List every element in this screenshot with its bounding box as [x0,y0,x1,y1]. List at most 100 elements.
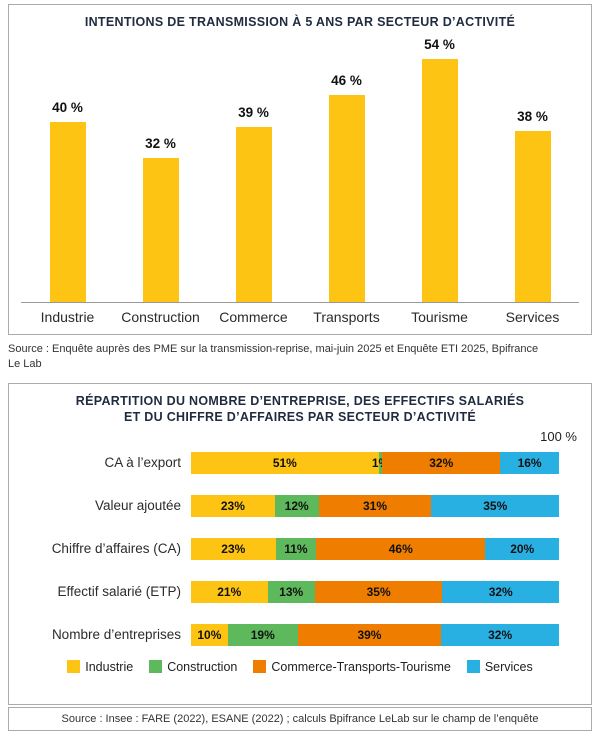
segment-value-label: 20% [510,542,534,556]
bar-column: 32 % [114,136,207,302]
legend-swatch [467,660,480,673]
bar [236,127,272,303]
stacked-bar: 21% 13% 35% 32% [191,581,559,603]
segment-value-label: 21% [217,585,241,599]
bar-segment: 32% [441,624,559,646]
category-label: Commerce [207,309,300,325]
bar [422,59,458,302]
legend-item: Commerce-Transports-Tourisme [253,660,450,674]
chart-title-transmission: INTENTIONS DE TRANSMISSION À 5 ANS PAR S… [9,14,591,30]
infographic-page: INTENTIONS DE TRANSMISSION À 5 ANS PAR S… [0,0,601,739]
segment-value-label: 32% [489,585,513,599]
bar-column: 39 % [207,105,300,303]
vertical-bar-chart: 40 % 32 % 39 % 46 % 54 % 38 % [21,34,579,302]
category-label: Industrie [21,309,114,325]
bar-segment: 12% [275,495,319,517]
source-note-bottom: Source : Insee : FARE (2022), ESANE (202… [17,713,583,725]
segment-value-label: 35% [367,585,391,599]
legend-label: Industrie [85,660,133,674]
segment-value-label: 23% [221,542,245,556]
legend-item: Construction [149,660,237,674]
chart-title-line1: RÉPARTITION DU NOMBRE D’ENTREPRISE, DES … [76,394,524,408]
category-label: Construction [114,309,207,325]
bar-segment: 31% [319,495,432,517]
stacked-bar: 23% 11% 46% 20% [191,538,559,560]
legend-swatch [253,660,266,673]
legend-item: Industrie [67,660,133,674]
segment-value-label: 13% [279,585,303,599]
segment-value-label: 10% [197,628,221,642]
chart-legend: Industrie Construction Commerce-Transports… [9,660,591,674]
category-label: Services [486,309,579,325]
bar-segment: 51% [191,452,379,474]
row-label: CA à l’export [21,455,191,470]
bar-column: 38 % [486,109,579,302]
segment-value-label: 31% [363,499,387,513]
bar-column: 54 % [393,37,486,302]
stacked-bar: 51%1%32%16% [191,452,559,474]
legend-swatch [149,660,162,673]
row-label: Nombre d’entreprises [21,627,191,642]
segment-value-label: 46% [389,542,413,556]
legend-item: Services [467,660,533,674]
source-note-bottom-box: Source : Insee : FARE (2022), ESANE (202… [8,707,592,731]
bar-segment: 35% [431,495,559,517]
bar-segment: 35% [315,581,443,603]
bar-segment: 13% [268,581,315,603]
legend-label: Construction [167,660,237,674]
bar-value-label: 40 % [52,100,83,115]
legend-swatch [67,660,80,673]
bar-value-label: 46 % [331,73,362,88]
source-note-top: Source : Enquête auprès des PME sur la t… [8,342,553,372]
row-label: Chiffre d’affaires (CA) [21,541,191,556]
segment-value-label: 39% [357,628,381,642]
segment-value-label: 32% [429,456,453,470]
stacked-bar: 10% 19% 39% 32% [191,624,559,646]
chart-title-line2: ET DU CHIFFRE D’AFFAIRES PAR SECTEUR D’A… [124,410,476,424]
bar-segment: 16% [500,452,559,474]
segment-value-label: 51% [273,456,297,470]
category-label: Transports [300,309,393,325]
chart-title-repartition: RÉPARTITION DU NOMBRE D’ENTREPRISE, DES … [9,393,591,426]
category-axis: IndustrieConstructionCommerceTransportsT… [21,302,579,325]
segment-value-label: 16% [518,456,542,470]
bar-value-label: 39 % [238,105,269,120]
legend-label: Commerce-Transports-Tourisme [271,660,450,674]
stacked-bar-row: Effectif salarié (ETP) 21% 13% 35% 32% [21,581,559,603]
bar-segment: 20% [485,538,559,560]
legend-label: Services [485,660,533,674]
stacked-bar-row: Chiffre d’affaires (CA) 23% 11% 46% 20% [21,538,559,560]
bar-segment: 21% [191,581,268,603]
bar-segment: 32% [382,452,500,474]
segment-value-label: 23% [221,499,245,513]
bar-value-label: 38 % [517,109,548,124]
row-label: Valeur ajoutée [21,498,191,513]
bar-segment: 39% [298,624,442,646]
stacked-bar-row: CA à l’export51%1%32%16% [21,452,559,474]
bar-segment: 46% [316,538,485,560]
axis-max-label: 100 % [9,429,577,444]
stacked-bar-row: Valeur ajoutée 23% 12% 31% 35% [21,495,559,517]
row-label: Effectif salarié (ETP) [21,584,191,599]
segment-value-label: 19% [251,628,275,642]
bar-segment: 19% [228,624,298,646]
bar-segment: 23% [191,495,275,517]
stacked-bar: 23% 12% 31% 35% [191,495,559,517]
bar-segment: 32% [442,581,559,603]
bar-value-label: 32 % [145,136,176,151]
segment-value-label: 35% [483,499,507,513]
bar-value-label: 54 % [424,37,455,52]
bar [515,131,551,302]
segment-value-label: 11% [284,542,307,556]
bar-column: 40 % [21,100,114,302]
segment-value-label: 32% [488,628,512,642]
segment-value-label: 12% [285,499,309,513]
category-label: Tourisme [393,309,486,325]
bar [50,122,86,302]
bar-segment: 23% [191,538,276,560]
bar [143,158,179,302]
stacked-bar-row: Nombre d’entreprises 10% 19% 39% 32% [21,624,559,646]
transmission-chart-panel: INTENTIONS DE TRANSMISSION À 5 ANS PAR S… [8,4,592,335]
bar-segment: 11% [276,538,316,560]
bar-column: 46 % [300,73,393,302]
